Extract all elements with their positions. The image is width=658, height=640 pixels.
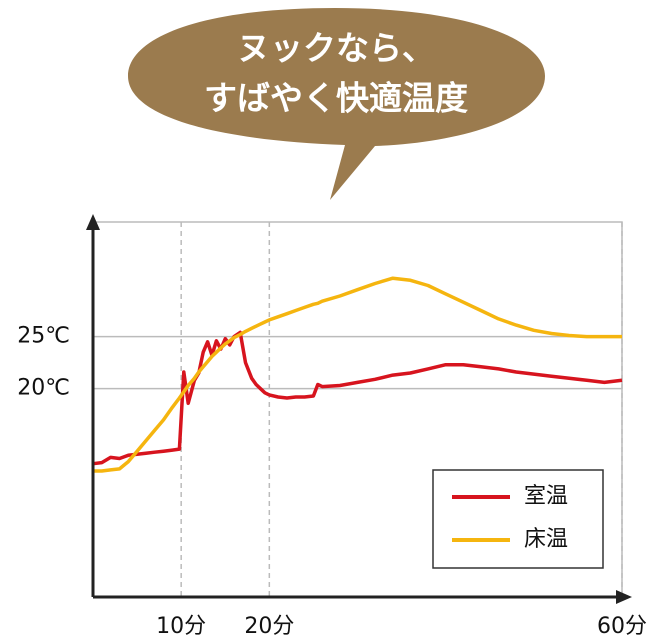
x-axis-arrow [616, 590, 632, 604]
speech-bubble [128, 8, 545, 200]
x-tick-label: 60分 [597, 614, 647, 639]
series-line [92, 330, 623, 466]
plot-area [92, 221, 623, 597]
x-tick-label: 20分 [244, 614, 294, 639]
y-tick-label: 20℃ [17, 376, 70, 401]
legend-label: 室温 [524, 484, 568, 509]
y-tick-label: 25℃ [17, 324, 70, 349]
x-tick-label: 10分 [156, 614, 206, 639]
series-line [93, 276, 622, 473]
y-axis-arrow [86, 214, 100, 230]
title-line: すばやく快適温度 [204, 79, 468, 118]
legend-label: 床温 [524, 527, 568, 552]
title-line: ヌックなら、 [237, 29, 435, 68]
legend-box [432, 469, 604, 569]
